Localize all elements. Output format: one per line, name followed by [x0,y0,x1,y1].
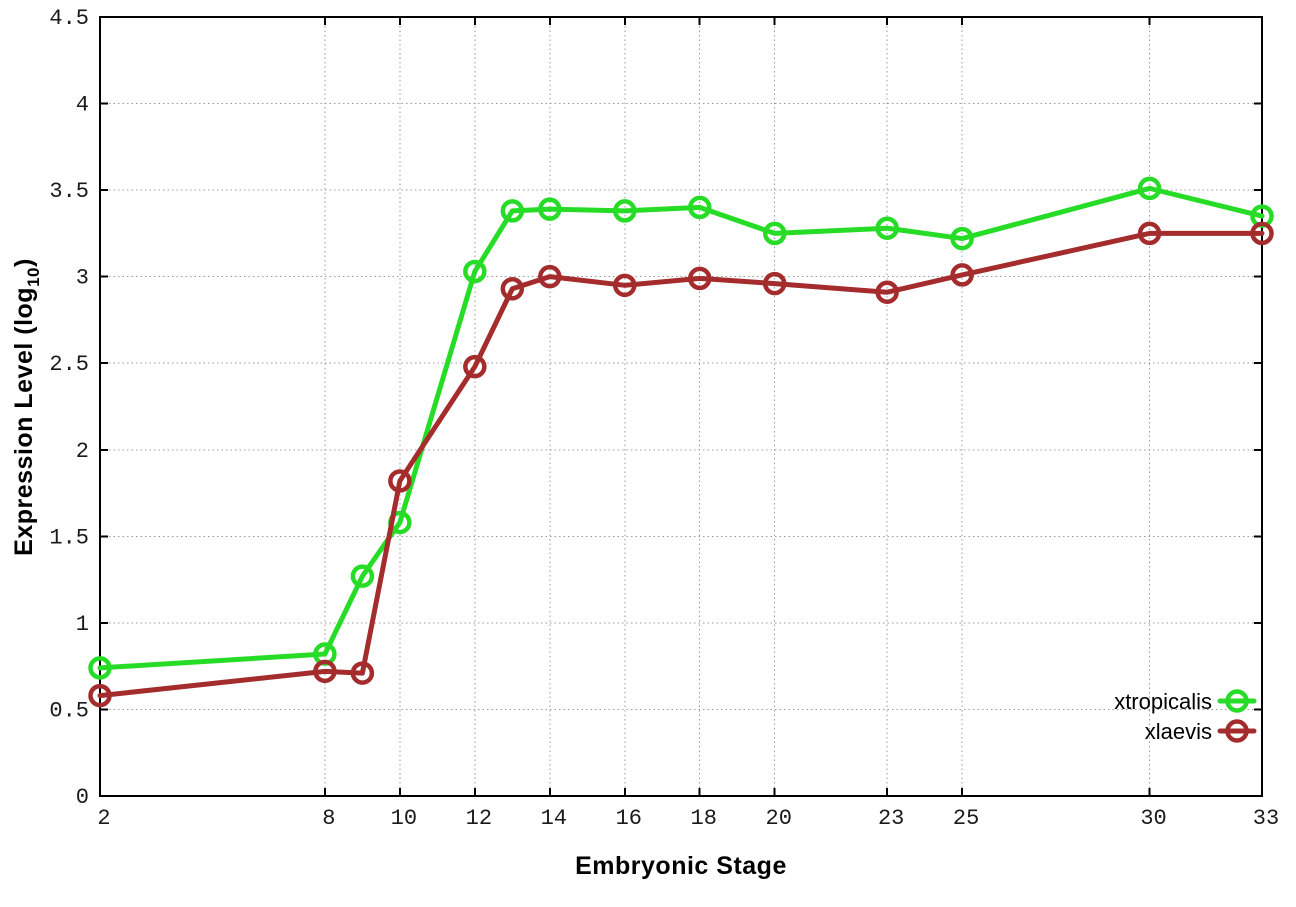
data-point-xtropicalis [88,656,112,680]
data-point-xlaevis [388,469,412,493]
x-tick-label: 14 [541,806,567,831]
series-layer [88,176,1274,708]
x-tick-label: 2 [97,806,110,831]
x-tick-label: 16 [616,806,642,831]
series-line-xlaevis [97,230,1265,699]
plot-border [99,16,1263,797]
series-line-xtropicalis [97,185,1265,671]
x-tick-label: 18 [691,806,717,831]
data-point-xlaevis [1137,221,1162,246]
y-tick-label: 2 [76,439,89,464]
y-tick-label: 0 [76,785,89,810]
data-point-xtropicalis [875,216,899,240]
data-point-xlaevis [762,271,787,296]
legend-label-xlaevis: xlaevis [1145,719,1212,744]
x-tick-label: 30 [1140,806,1166,831]
data-point-xtropicalis [538,197,562,221]
data-point-xlaevis [538,264,562,289]
y-tick-label: 3 [76,266,89,291]
y-tick-label: 4.5 [49,6,89,31]
data-point-xlaevis [687,266,712,291]
x-tick-label: 8 [322,806,335,831]
x-tick-label: 12 [466,806,492,831]
legend-label-xtropicalis: xtropicalis [1114,689,1212,714]
data-point-xlaevis [463,354,487,379]
legend-entry-xlaevis: xlaevis [1145,719,1257,744]
x-tick-label: 23 [878,806,904,831]
legend-marker-sample [1225,719,1249,743]
data-point-xlaevis [613,273,637,298]
data-point-xtropicalis [613,199,637,223]
data-point-xtropicalis [500,199,525,223]
data-point-xtropicalis [762,221,787,246]
tick-label-layer: 0 0.5 1 1.5 2 2.5 3 3.5 4 4.5 2 8 10 12 14 16 18 20 23 25 30… [49,6,1279,831]
data-point-xlaevis [500,277,525,301]
data-point-xlaevis [1250,221,1274,246]
data-point-xtropicalis [350,564,375,588]
data-point-xlaevis [875,280,899,304]
data-point-xlaevis [313,659,337,684]
x-tick-label: 33 [1253,806,1279,831]
x-axis-title: Embryonic Stage [100,852,1262,881]
data-point-xtropicalis [463,259,487,284]
y-axis-title-suffix: ) [10,258,38,267]
y-axis-title-subscript: 10 [24,266,43,287]
y-tick-label: 0.5 [49,698,89,723]
legend-entry-xtropicalis: xtropicalis [1114,689,1257,714]
y-tick-label: 2.5 [49,352,89,377]
legend-marker-sample [1225,689,1249,713]
data-point-xlaevis [350,661,375,685]
y-tick-label: 1.5 [49,525,89,550]
axes-layer [99,16,1263,797]
data-point-xlaevis [88,683,112,708]
y-tick-label: 3.5 [49,179,89,204]
x-tick-label: 25 [953,806,979,831]
data-point-xtropicalis [687,195,712,220]
y-tick-label: 4 [76,93,89,118]
data-point-xtropicalis [1137,176,1162,201]
legend: xtropicalis xlaevis [1114,689,1257,744]
y-axis-title: Expression Level (log10) [10,258,44,556]
x-tick-label: 10 [391,806,417,831]
data-point-xlaevis [950,263,974,287]
y-axis-title-text: Expression Level (log [10,286,38,556]
y-tick-label: 1 [76,612,89,637]
x-tick-label: 20 [766,806,792,831]
x-axis-title-text: Embryonic Stage [575,852,787,880]
data-point-xtropicalis [950,226,974,251]
